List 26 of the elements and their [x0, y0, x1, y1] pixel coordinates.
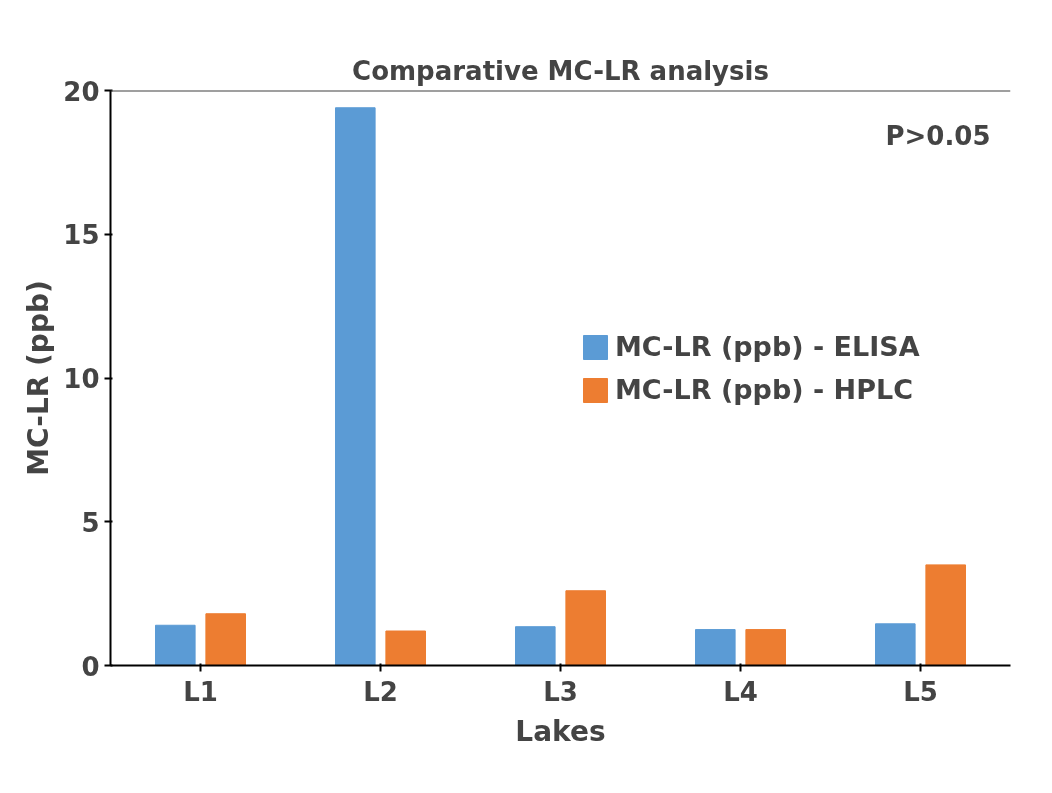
x-tick-label: L4	[723, 676, 758, 707]
legend-label: MC-LR (ppb) - HPLC	[615, 374, 913, 405]
y-tick-label: 0	[81, 651, 100, 682]
bar	[745, 629, 786, 666]
y-tick-label: 20	[63, 76, 100, 107]
bar	[335, 107, 376, 666]
bar	[515, 626, 556, 666]
bar	[875, 623, 916, 666]
y-tick-label: 5	[81, 507, 100, 538]
chart-title: Comparative MC-LR analysis	[352, 55, 769, 86]
x-tick-label: L2	[363, 676, 398, 707]
bar	[155, 624, 196, 666]
y-tick-label: 10	[63, 364, 100, 394]
y-axis-title: MC-LR (ppb)	[22, 280, 56, 476]
x-tick-label: L5	[903, 676, 938, 707]
bar	[565, 590, 606, 666]
bar	[385, 630, 426, 666]
annotation: P>0.05	[885, 120, 991, 151]
bar	[205, 613, 246, 666]
x-axis-title: Lakes	[515, 714, 606, 748]
bar	[695, 629, 736, 666]
bar	[925, 564, 966, 666]
legend-label: MC-LR (ppb) - ELISA	[615, 331, 920, 362]
y-tick-label: 15	[63, 220, 100, 251]
x-tick-label: L1	[183, 676, 218, 707]
x-tick-label: L3	[543, 676, 578, 707]
